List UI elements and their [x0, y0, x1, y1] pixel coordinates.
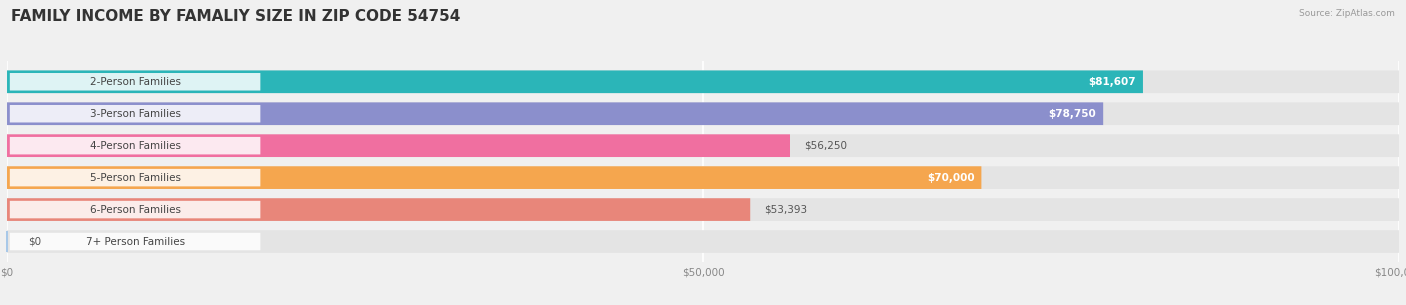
Text: $0: $0 [28, 237, 41, 246]
Text: $81,607: $81,607 [1088, 77, 1136, 87]
Text: 2-Person Families: 2-Person Families [90, 77, 180, 87]
FancyBboxPatch shape [10, 105, 260, 123]
FancyBboxPatch shape [7, 198, 751, 221]
FancyBboxPatch shape [7, 166, 981, 189]
FancyBboxPatch shape [7, 198, 1399, 221]
Text: Source: ZipAtlas.com: Source: ZipAtlas.com [1299, 9, 1395, 18]
FancyBboxPatch shape [7, 230, 1399, 253]
FancyBboxPatch shape [7, 102, 1104, 125]
Text: $56,250: $56,250 [804, 141, 846, 151]
FancyBboxPatch shape [7, 70, 1399, 93]
Text: $53,393: $53,393 [763, 205, 807, 215]
FancyBboxPatch shape [10, 169, 260, 186]
Text: FAMILY INCOME BY FAMALIY SIZE IN ZIP CODE 54754: FAMILY INCOME BY FAMALIY SIZE IN ZIP COD… [11, 9, 461, 24]
FancyBboxPatch shape [7, 70, 1143, 93]
FancyBboxPatch shape [7, 102, 1399, 125]
FancyBboxPatch shape [10, 201, 260, 218]
Text: 3-Person Families: 3-Person Families [90, 109, 180, 119]
FancyBboxPatch shape [10, 233, 260, 250]
FancyBboxPatch shape [10, 73, 260, 91]
Text: 4-Person Families: 4-Person Families [90, 141, 180, 151]
FancyBboxPatch shape [7, 134, 790, 157]
Text: 6-Person Families: 6-Person Families [90, 205, 180, 215]
FancyBboxPatch shape [7, 166, 1399, 189]
Text: 7+ Person Families: 7+ Person Families [86, 237, 184, 246]
Text: 5-Person Families: 5-Person Families [90, 173, 180, 183]
Text: $78,750: $78,750 [1049, 109, 1097, 119]
FancyBboxPatch shape [7, 134, 1399, 157]
FancyBboxPatch shape [10, 137, 260, 154]
Text: $70,000: $70,000 [927, 173, 974, 183]
